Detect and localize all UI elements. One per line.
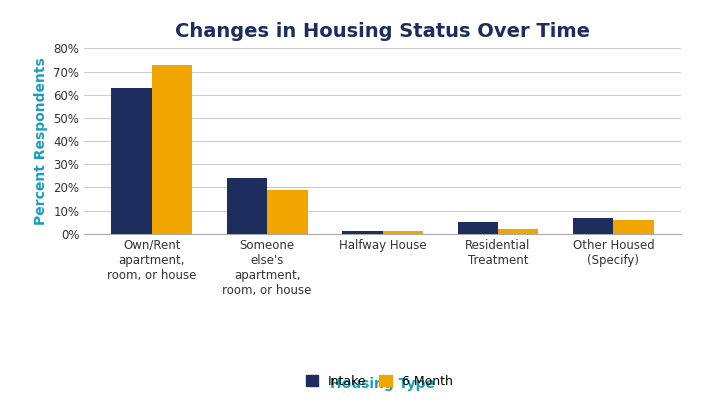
Bar [383, 231, 423, 234]
Y-axis label: Percent Respondents: Percent Respondents [34, 57, 48, 225]
X-axis label: Housing Type: Housing Type [330, 377, 435, 391]
Bar [227, 178, 267, 234]
Bar [152, 64, 192, 234]
Bar [614, 220, 654, 234]
Bar [267, 190, 307, 234]
Bar [458, 222, 498, 234]
Legend: Intake, 6 Month: Intake, 6 Month [300, 370, 458, 393]
Bar [342, 231, 383, 234]
Title: Changes in Housing Status Over Time: Changes in Housing Status Over Time [175, 22, 590, 41]
Bar [498, 229, 538, 234]
Bar [112, 88, 152, 234]
Bar [573, 218, 614, 234]
